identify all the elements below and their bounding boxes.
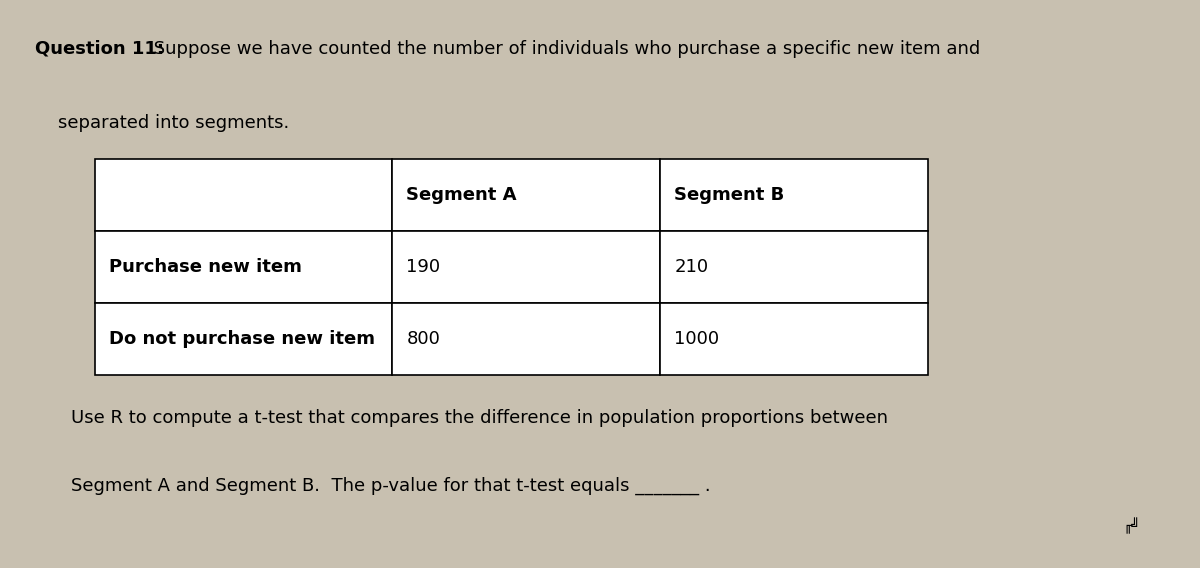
Text: Suppose we have counted the number of individuals who purchase a specific new it: Suppose we have counted the number of in…	[148, 40, 980, 58]
Bar	[660, 159, 928, 231]
Text: Segment A and Segment B.  The p-value for that t-test equals _______ .: Segment A and Segment B. The p-value for…	[71, 477, 710, 495]
Text: 1000: 1000	[674, 330, 720, 348]
Text: Use R to compute a t-test that compares the difference in population proportions: Use R to compute a t-test that compares …	[71, 409, 888, 427]
Bar	[660, 303, 928, 375]
Text: Segment B: Segment B	[674, 186, 785, 204]
Text: ╓╝: ╓╝	[1123, 517, 1140, 534]
Text: Purchase new item: Purchase new item	[109, 258, 301, 276]
Bar	[95, 159, 392, 231]
Bar	[660, 231, 928, 303]
Bar	[95, 303, 392, 375]
Text: 190: 190	[407, 258, 440, 276]
Text: 210: 210	[674, 258, 708, 276]
Bar	[392, 159, 660, 231]
Text: Question 11:: Question 11:	[36, 40, 164, 58]
Text: Do not purchase new item: Do not purchase new item	[109, 330, 374, 348]
Bar	[392, 303, 660, 375]
Text: Segment A: Segment A	[407, 186, 517, 204]
Bar	[392, 231, 660, 303]
Text: 800: 800	[407, 330, 440, 348]
Text: separated into segments.: separated into segments.	[36, 114, 289, 132]
Bar	[95, 231, 392, 303]
